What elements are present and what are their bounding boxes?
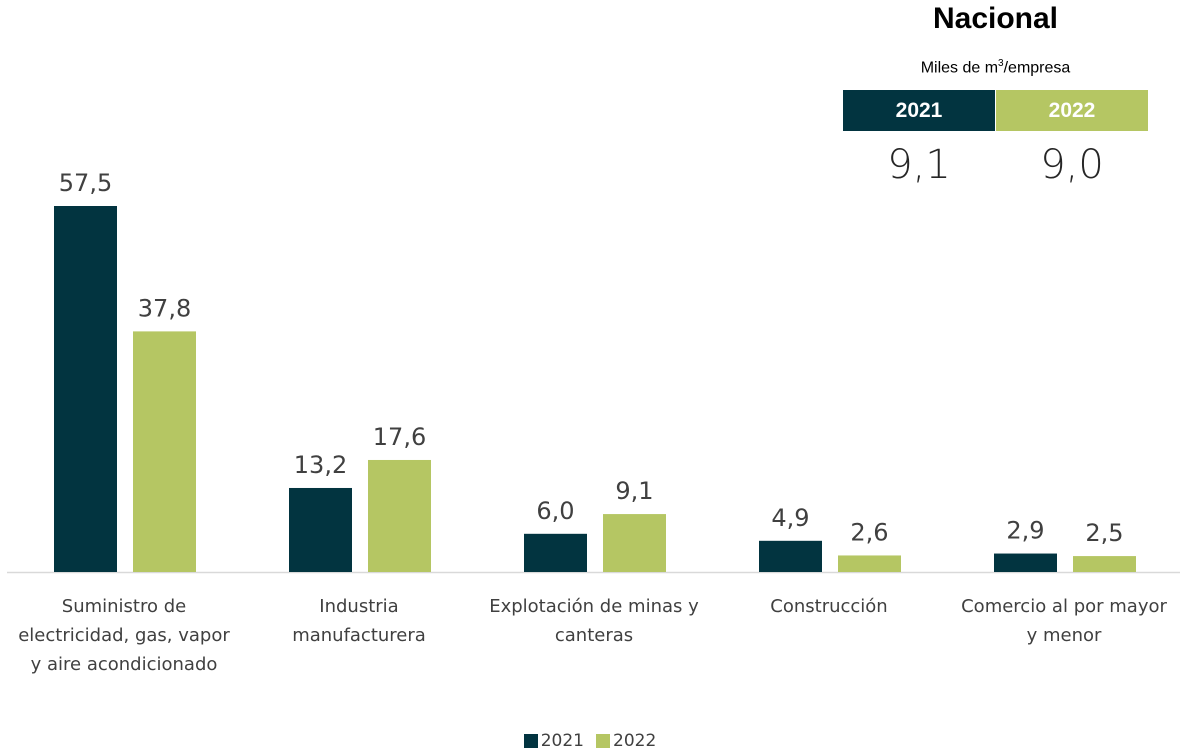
data-label-2022-cat0: 37,8 [138, 294, 191, 322]
bar-2022-cat2 [603, 514, 666, 572]
unit-prefix: Miles de m [920, 59, 999, 77]
category-label-2: Explotación de minas y canteras [477, 592, 711, 650]
legend-swatch-2022 [596, 734, 610, 748]
category-label-4: Comercio al por mayor y menor [947, 592, 1180, 650]
category-label-1: Industria manufacturera [242, 592, 476, 650]
legend: 2021 2022 [0, 731, 1180, 751]
category-label-0: Suministro de electricidad, gas, vapor y a… [7, 592, 241, 679]
national-year-2022: 2022 [996, 90, 1148, 131]
bar-2021-cat2 [524, 533, 587, 572]
legend-label-2022: 2022 [613, 731, 657, 751]
bar-chart: 57,5 37,8 13,2 17,6 6,0 9,1 4,9 2,6 2,9 2,5 [7, 169, 1180, 574]
data-label-2021-cat3: 4,9 [771, 504, 809, 532]
bar-2022-cat1 [368, 459, 431, 572]
unit-suffix: /empresa [1003, 59, 1071, 77]
national-value-2021: 9,1 [887, 142, 951, 188]
data-label-2022-cat3: 2,6 [850, 518, 888, 546]
data-label-2022-cat2: 9,1 [615, 477, 653, 505]
national-value-2022: 9,0 [1040, 142, 1104, 188]
data-label-2021-cat0: 57,5 [59, 169, 112, 197]
bar-2022-cat3 [838, 555, 901, 572]
category-label-3: Construcción [712, 592, 946, 621]
bar-2022-cat0 [133, 331, 196, 572]
national-year-2021: 2021 [843, 90, 995, 131]
category-label-4-line-1: y menor [1026, 625, 1102, 646]
data-label-2021-cat1: 13,2 [294, 451, 347, 479]
category-label-0-line-0: Suministro de [61, 596, 187, 617]
bar-2021-cat3 [759, 540, 822, 572]
bar-2021-cat4 [994, 553, 1057, 572]
category-label-2-line-0: Explotación de minas y [489, 596, 699, 617]
legend-item-2021: 2021 [523, 731, 584, 751]
data-label-2022-cat4: 2,5 [1085, 519, 1123, 547]
national-title: Nacional [932, 2, 1059, 35]
bar-2022-cat4 [1073, 556, 1136, 572]
category-label-1-line-0: Industria [319, 596, 399, 617]
legend-swatch-2021 [523, 734, 538, 748]
bar-2021-cat1 [289, 487, 352, 572]
national-unit: Miles de m3/empresa [843, 58, 1148, 77]
legend-label-2021: 2021 [540, 731, 584, 751]
category-label-3-line-0: Construcción [770, 596, 888, 617]
category-label-1-line-1: manufacturera [292, 625, 426, 646]
data-label-2021-cat2: 6,0 [536, 497, 574, 525]
category-label-4-line-0: Comercio al por mayor [961, 596, 1167, 617]
category-label-2-line-1: canteras [554, 625, 634, 646]
data-label-2022-cat1: 17,6 [373, 423, 426, 451]
bar-2021-cat0 [54, 206, 117, 572]
legend-item-2022: 2022 [596, 731, 656, 751]
data-label-2021-cat4: 2,9 [1006, 517, 1044, 545]
category-label-0-line-2: y aire acondicionado [30, 654, 218, 675]
unit-superscript: 3 [998, 58, 1004, 69]
category-label-0-line-1: electricidad, gas, vapor [18, 625, 230, 646]
